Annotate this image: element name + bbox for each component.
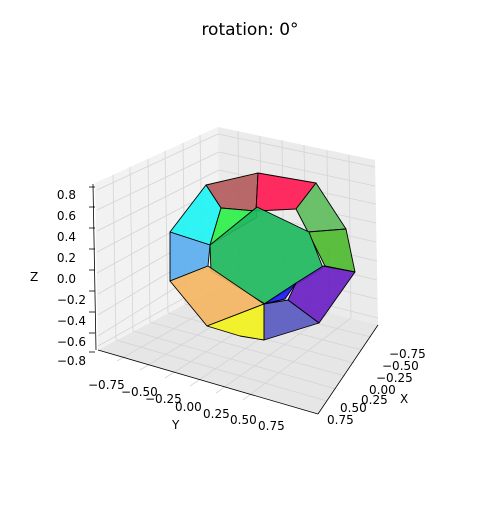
chart-title: rotation: 0° [201, 20, 299, 40]
z-tick-labels: 0.8 0.6 0.4 0.2 0.0 −0.2 −0.4 −0.6 −0.8 [57, 188, 86, 368]
y-axis-line [97, 349, 319, 415]
x-tick-label: 0.25 [361, 393, 388, 407]
face-lower-right [287, 265, 356, 324]
x-tick-label: −0.50 [382, 359, 419, 373]
z-tick-label: −0.6 [57, 335, 86, 349]
z-tick-label: −0.8 [57, 354, 86, 368]
face-bottom-right [263, 299, 320, 341]
y-tick-label: 0.75 [258, 419, 285, 433]
polyhedron [169, 172, 356, 341]
x-tick-label: 0.50 [340, 401, 367, 415]
y-tick-label: 0.25 [203, 407, 230, 421]
x-tick-label: 0.75 [327, 413, 354, 427]
z-tick-label: 0.6 [57, 209, 76, 223]
z-tick-label: 0.8 [57, 188, 76, 202]
y-tick-labels: −0.75 −0.50 −0.25 0.00 0.25 0.50 0.75 [88, 378, 285, 433]
y-tick-label: −0.25 [145, 392, 182, 406]
z-tick-label: 0.4 [57, 230, 76, 244]
y-tick-label: 0.00 [175, 400, 202, 414]
x-axis-label: X [400, 392, 408, 406]
y-tick-label: −0.75 [88, 378, 125, 392]
z-axis-label: Z [30, 270, 38, 284]
x-tick-label: 0.00 [369, 383, 396, 397]
y-tick-label: −0.50 [121, 385, 158, 399]
z-axis-line [92, 183, 97, 351]
z-tick-label: 0.2 [57, 251, 76, 265]
x-tick-labels: −0.75 −0.50 −0.25 0.00 0.25 0.50 0.75 [327, 347, 426, 427]
x-axis-line [317, 324, 379, 415]
y-tick-label: 0.50 [230, 413, 257, 427]
x-tick-label: −0.25 [376, 371, 413, 385]
face-lower-inner [263, 282, 297, 305]
z-ticks [89, 186, 95, 353]
z-tick-label: 0.0 [57, 272, 76, 286]
x-tick-label: −0.75 [389, 347, 426, 361]
z-tick-label: −0.4 [57, 314, 86, 328]
z-tick-label: −0.2 [57, 293, 86, 307]
y-axis-label: Y [171, 418, 180, 432]
